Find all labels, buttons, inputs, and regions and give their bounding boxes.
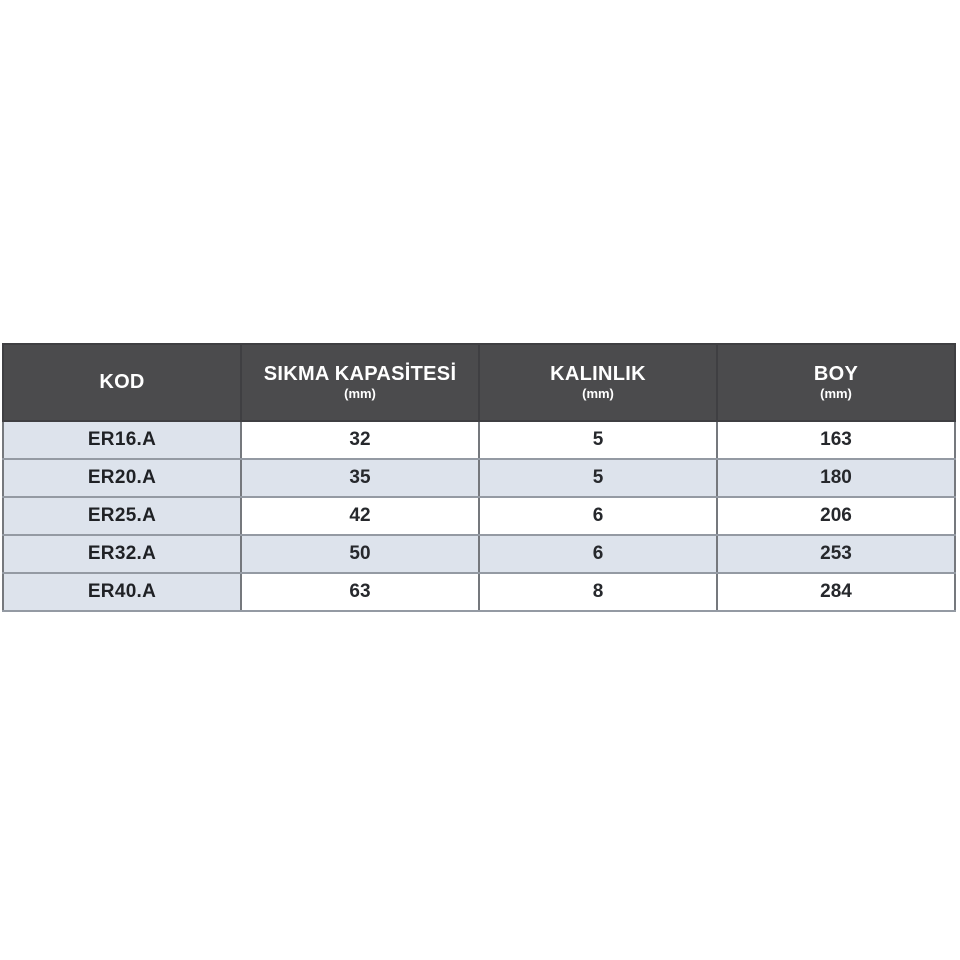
value-cell: 6 (478, 496, 718, 536)
table-header: KOD SIKMA KAPASİTESİ (mm) KALINLIK (mm) … (2, 343, 956, 422)
code-cell: ER40.A (2, 572, 242, 612)
column-unit: (mm) (820, 386, 852, 402)
value-cell: 5 (478, 420, 718, 460)
value-cell: 42 (240, 496, 480, 536)
value-cell: 35 (240, 458, 480, 498)
table-row: ER20.A 35 5 180 (2, 458, 956, 498)
code-cell: ER25.A (2, 496, 242, 536)
header-cell-sikma-kapasitesi: SIKMA KAPASİTESİ (mm) (240, 343, 480, 422)
table-row: ER25.A 42 6 206 (2, 496, 956, 536)
table-row: ER16.A 32 5 163 (2, 420, 956, 460)
table-row: ER32.A 50 6 253 (2, 534, 956, 574)
column-label: SIKMA KAPASİTESİ (263, 363, 457, 386)
table-body: ER16.A 32 5 163 ER20.A 35 5 180 ER25.A 4… (2, 420, 956, 612)
value-cell: 284 (716, 572, 956, 612)
header-cell-kod: KOD (2, 343, 242, 422)
table-row: ER40.A 63 8 284 (2, 572, 956, 612)
header-row: KOD SIKMA KAPASİTESİ (mm) KALINLIK (mm) … (2, 343, 956, 422)
column-unit: (mm) (344, 386, 376, 402)
value-cell: 163 (716, 420, 956, 460)
value-cell: 6 (478, 534, 718, 574)
header-cell-boy: BOY (mm) (716, 343, 956, 422)
value-cell: 63 (240, 572, 480, 612)
value-cell: 50 (240, 534, 480, 574)
column-unit: (mm) (582, 386, 614, 402)
value-cell: 8 (478, 572, 718, 612)
product-spec-table-container: KOD SIKMA KAPASİTESİ (mm) KALINLIK (mm) … (2, 343, 956, 612)
value-cell: 253 (716, 534, 956, 574)
code-cell: ER32.A (2, 534, 242, 574)
code-cell: ER20.A (2, 458, 242, 498)
value-cell: 32 (240, 420, 480, 460)
column-label: KALINLIK (550, 363, 646, 386)
header-cell-kalinlik: KALINLIK (mm) (478, 343, 718, 422)
product-spec-table: KOD SIKMA KAPASİTESİ (mm) KALINLIK (mm) … (2, 343, 956, 612)
value-cell: 5 (478, 458, 718, 498)
value-cell: 206 (716, 496, 956, 536)
code-cell: ER16.A (2, 420, 242, 460)
value-cell: 180 (716, 458, 956, 498)
column-label: KOD (99, 371, 145, 393)
column-label: BOY (813, 363, 859, 386)
